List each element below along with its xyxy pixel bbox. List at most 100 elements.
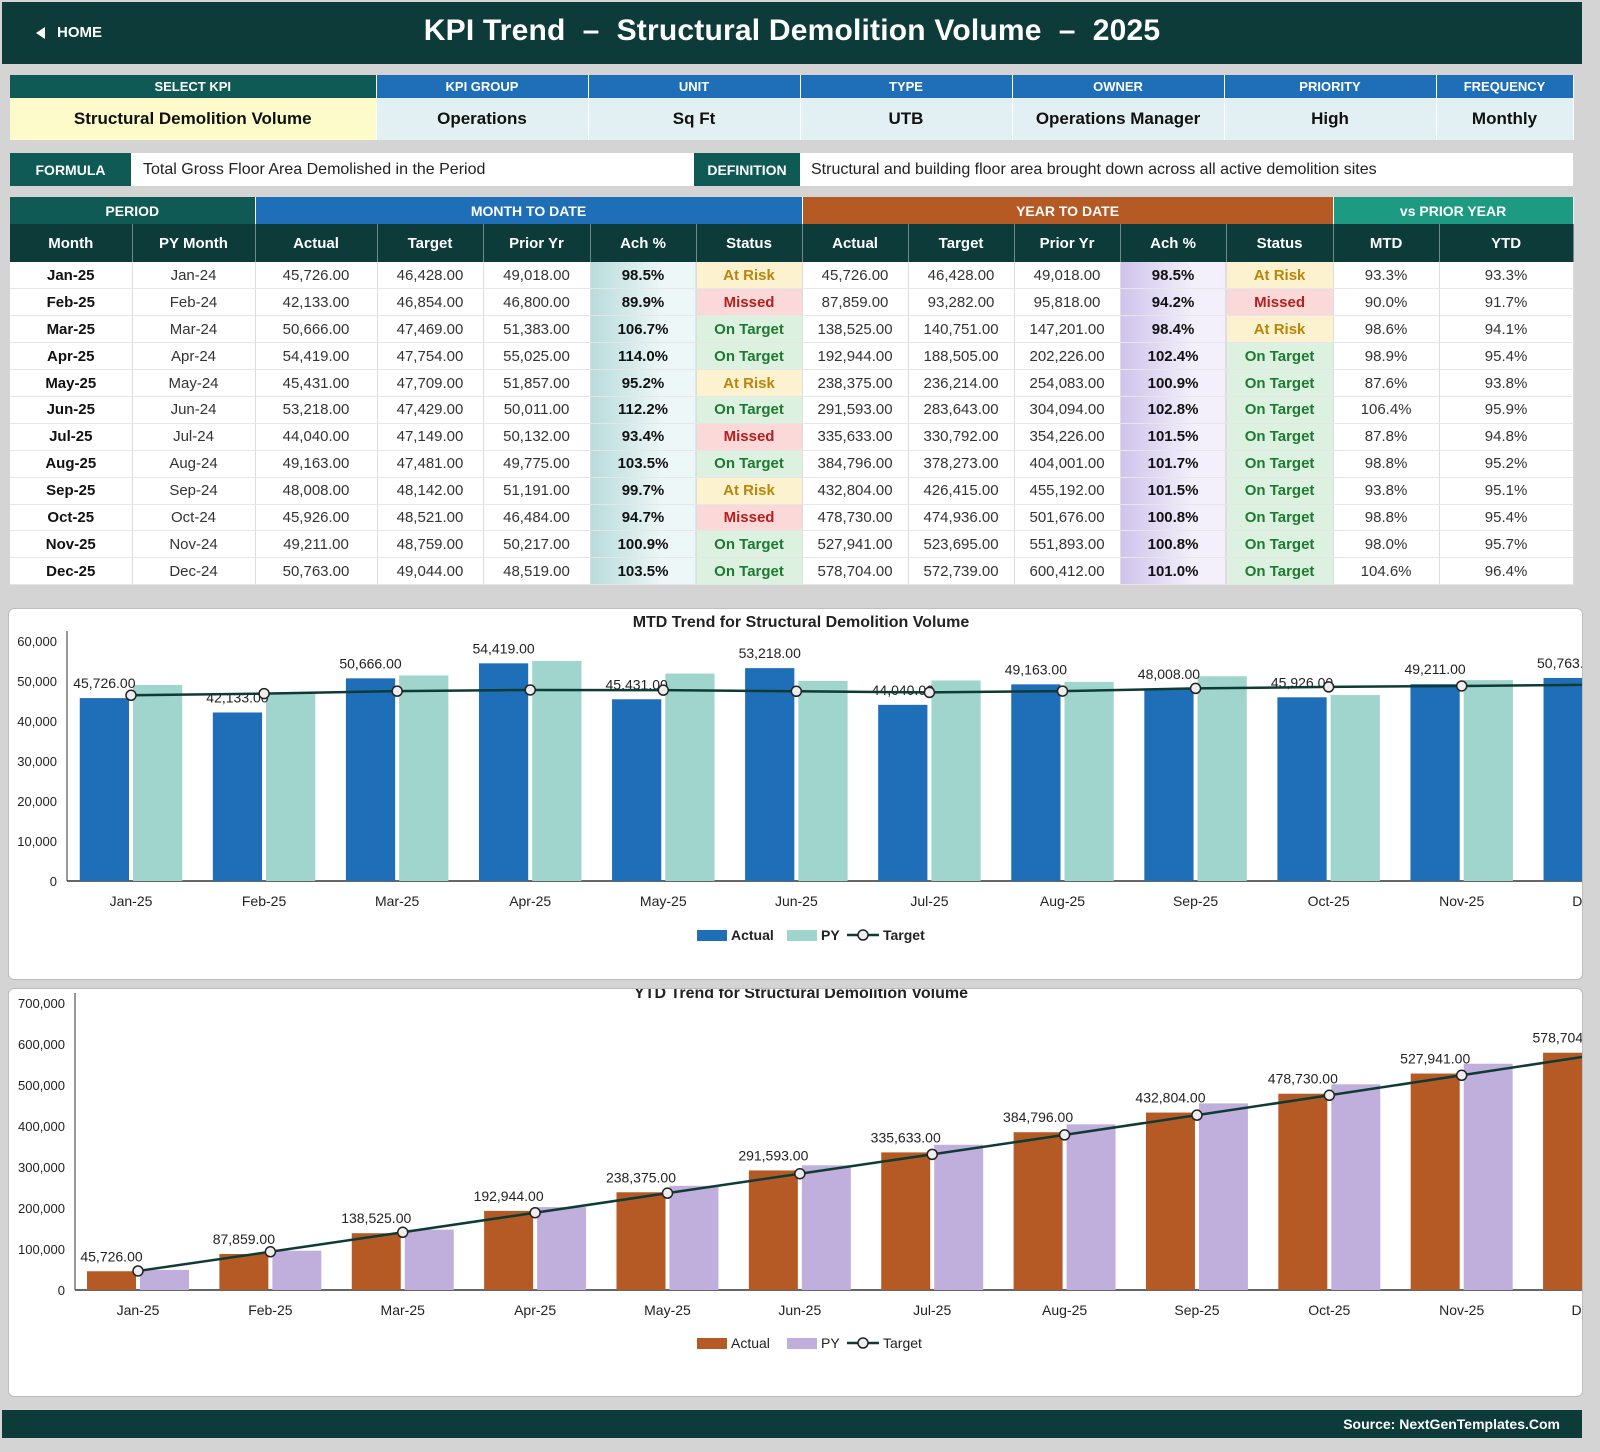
x-tick-label: Mar-25: [375, 893, 420, 909]
cell-mtd-actual: 42,133.00: [255, 288, 378, 317]
cell-month: Nov-25: [10, 530, 133, 559]
cell-ytd-target: 330,792.00: [908, 423, 1015, 451]
target-point: [132, 1265, 144, 1277]
bar-py: [665, 673, 715, 881]
data-label: 432,804.00: [1135, 1090, 1205, 1106]
table-row: Dec-25 Dec-24 50,763.00 49,044.00 48,519.00 1…: [10, 557, 1574, 586]
select-kpi-dropdown[interactable]: Structural Demolition Volume: [10, 98, 377, 140]
col-header-ytd-ach: Ach %: [1120, 224, 1227, 262]
cell-month: Feb-25: [10, 288, 133, 317]
cell-vs-py-mtd: 87.6%: [1333, 369, 1440, 397]
bar-py: [404, 1229, 454, 1290]
cell-month: Aug-25: [10, 450, 133, 478]
formula-label: FORMULA: [10, 153, 131, 186]
cell-mtd-target: 47,429.00: [377, 396, 484, 424]
cell-mtd-prior-yr: 46,800.00: [483, 288, 591, 317]
kpi-data-table: PERIOD MONTH TO DATE YEAR TO DATE vs PRI…: [10, 197, 1574, 586]
owner-header: OWNER: [1012, 75, 1225, 98]
table-row: Jul-25 Jul-24 44,040.00 47,149.00 50,132.00 9…: [10, 423, 1574, 451]
cell-ytd-prior-yr: 501,676.00: [1014, 504, 1121, 532]
cell-vs-py-ytd: 95.9%: [1439, 396, 1574, 424]
cell-mtd-actual: 49,163.00: [255, 450, 378, 478]
y-tick-label: 0: [50, 874, 57, 889]
col-header-vs-py-mtd: MTD: [1333, 224, 1440, 262]
status-badge: At Risk: [696, 262, 803, 290]
cell-mtd-target: 47,481.00: [377, 450, 484, 478]
cell-mtd-ach: 112.2%: [590, 396, 697, 424]
x-tick-label: Nov-25: [1439, 893, 1484, 909]
y-tick-label: 700,000: [18, 996, 65, 1011]
cell-ytd-target: 523,695.00: [908, 530, 1015, 559]
cell-mtd-actual: 53,218.00: [255, 396, 378, 424]
col-header-ytd-status: Status: [1226, 224, 1334, 262]
cell-ytd-actual: 192,944.00: [802, 342, 909, 371]
status-badge: On Target: [1226, 557, 1334, 586]
cell-ytd-prior-yr: 551,893.00: [1014, 530, 1121, 559]
cell-mtd-ach: 89.9%: [590, 288, 697, 317]
mtd-chart-svg: MTD Trend for Structural Demolition Volu…: [17, 614, 1582, 943]
unit-value: Sq Ft: [588, 98, 801, 140]
cell-mtd-prior-yr: 55,025.00: [483, 342, 591, 371]
cell-ytd-actual: 45,726.00: [802, 262, 909, 290]
cell-vs-py-mtd: 87.8%: [1333, 423, 1440, 451]
y-tick-label: 500,000: [18, 1078, 65, 1093]
cell-ytd-actual: 335,633.00: [802, 423, 909, 451]
status-badge: Missed: [696, 288, 803, 317]
cell-mtd-actual: 48,008.00: [255, 477, 378, 505]
data-label: 291,593.00: [738, 1147, 808, 1163]
cell-ytd-actual: 527,941.00: [802, 530, 909, 559]
bar-actual: [478, 663, 529, 881]
cell-ytd-prior-yr: 254,083.00: [1014, 369, 1121, 397]
cell-ytd-ach: 100.8%: [1120, 530, 1227, 559]
target-point: [524, 684, 536, 696]
cell-mtd-actual: 49,211.00: [255, 530, 378, 559]
cell-mtd-ach: 114.0%: [590, 342, 697, 371]
source-footer: Source: NextGenTemplates.Com: [2, 1410, 1582, 1438]
home-button[interactable]: HOME: [36, 24, 102, 41]
bar-py: [399, 675, 449, 881]
type-header: TYPE: [800, 75, 1013, 98]
cell-mtd-prior-yr: 51,857.00: [483, 369, 591, 397]
status-badge: On Target: [1226, 342, 1334, 371]
cell-vs-py-mtd: 93.3%: [1333, 262, 1440, 290]
data-label: 49,163.00: [1005, 661, 1067, 677]
cell-mtd-actual: 45,926.00: [255, 504, 378, 532]
cell-vs-py-ytd: 95.7%: [1439, 530, 1574, 559]
bar-py: [140, 1269, 189, 1290]
cell-mtd-target: 47,754.00: [377, 342, 484, 371]
bar-py: [537, 1207, 587, 1290]
table-row: Feb-25 Feb-24 42,133.00 46,854.00 46,800.00 8…: [10, 288, 1574, 317]
cell-ytd-target: 378,273.00: [908, 450, 1015, 478]
target-point: [657, 684, 670, 696]
cell-ytd-target: 236,214.00: [908, 369, 1015, 397]
status-badge: On Target: [696, 557, 803, 586]
status-badge: On Target: [1226, 423, 1334, 451]
data-label: 384,796.00: [1003, 1109, 1073, 1125]
cell-mtd-prior-yr: 50,011.00: [483, 396, 591, 424]
y-tick-label: 60,000: [17, 634, 57, 649]
col-header-mtd-status: Status: [696, 224, 803, 262]
bar-actual: [1278, 1093, 1328, 1290]
cell-mtd-prior-yr: 50,132.00: [483, 423, 591, 451]
cell-py-month: Jun-24: [132, 396, 256, 424]
x-tick-label: Feb-25: [248, 1302, 293, 1318]
cell-mtd-ach: 100.9%: [590, 530, 697, 559]
table-row: Aug-25 Aug-24 49,163.00 47,481.00 49,775.00 1…: [10, 450, 1574, 478]
cell-ytd-ach: 100.9%: [1120, 369, 1227, 397]
legend-py-label: PY: [821, 927, 840, 943]
definition-text: Structural and building floor area broug…: [811, 160, 1377, 178]
formula-text: Total Gross Floor Area Demolished in the…: [143, 160, 486, 178]
definition-label: DEFINITION: [694, 153, 800, 186]
cell-vs-py-mtd: 98.6%: [1333, 315, 1440, 344]
cell-mtd-ach: 103.5%: [590, 450, 697, 478]
cell-vs-py-ytd: 94.8%: [1439, 423, 1574, 451]
legend-actual-label: Actual: [731, 927, 774, 943]
x-tick-label: Feb-25: [242, 893, 287, 909]
ytd-chart-svg: YTD Trend for Structural Demolition Volu…: [18, 989, 1582, 1351]
target-point: [1189, 682, 1202, 695]
cell-mtd-actual: 45,431.00: [255, 369, 378, 397]
status-badge: On Target: [1226, 450, 1334, 478]
status-badge: On Target: [696, 530, 803, 559]
cell-mtd-target: 48,142.00: [377, 477, 484, 505]
status-badge: Missed: [696, 504, 803, 532]
